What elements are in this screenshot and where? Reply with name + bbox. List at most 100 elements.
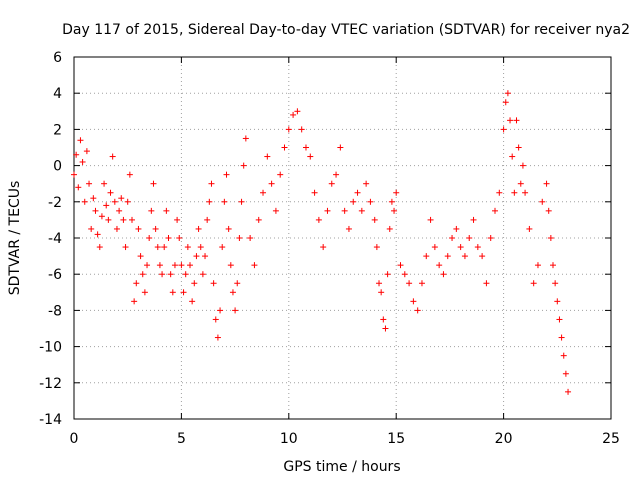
data-point [260,189,267,196]
data-point [90,195,97,202]
data-point [558,334,565,341]
data-point [148,207,155,214]
data-point [101,180,108,187]
data-point [135,225,142,232]
data-point [431,244,438,251]
data-point [530,280,537,287]
data-point [354,189,361,196]
data-point [193,253,200,260]
data-point [414,307,421,314]
data-point [507,117,514,124]
data-point [307,153,314,160]
x-tick-label: 0 [70,431,79,447]
data-point [298,126,305,133]
data-point [436,262,443,269]
data-point [212,316,219,323]
data-point [238,198,245,205]
data-point [210,280,217,287]
data-point [333,171,340,178]
data-point [217,307,224,314]
data-point [197,244,204,251]
data-point [311,189,318,196]
data-point [423,253,430,260]
data-point [470,216,477,223]
x-axis-label: GPS time / hours [283,459,400,475]
data-point [92,207,99,214]
y-tick-label: -6 [48,267,62,283]
data-point [161,244,168,251]
data-point [144,262,151,269]
data-point [449,235,456,241]
chart-title: Day 117 of 2015, Sidereal Day-to-day VTE… [62,22,630,38]
data-point [71,171,77,178]
data-point [543,180,550,187]
data-point [457,244,464,251]
data-point [328,180,335,187]
x-tick-label: 25 [602,431,620,447]
data-point [79,158,86,165]
data-point [509,153,516,160]
data-point [388,198,395,205]
data-point [227,262,234,269]
data-point [81,198,88,205]
data-point [479,253,486,260]
grid-lines [74,57,611,419]
data-point [376,280,383,287]
data-point [492,207,499,214]
data-point [410,298,417,305]
data-point [526,225,533,232]
data-point [504,90,511,97]
axis-ticks: 0 5 10 15 20 25 -14 -12 -10 -8 -6 -4 -2 0 2 4 6 [39,50,620,447]
data-point [137,253,144,260]
data-point [178,262,185,269]
data-point [547,235,554,241]
data-point [290,111,297,118]
data-point [401,271,408,278]
data-point [86,180,93,187]
data-point [182,271,189,278]
data-point [251,262,258,269]
data-point [113,225,120,232]
data-point [225,225,232,232]
data-point [358,207,365,214]
data-point [180,289,187,296]
data-point [277,171,284,178]
y-tick-label: 0 [53,159,62,175]
data-point [199,271,206,278]
data-point [139,271,146,278]
data-point [483,280,490,287]
data-point [191,280,198,287]
data-point [554,298,561,305]
y-tick-label: 4 [53,86,62,102]
data-point [272,207,279,214]
data-point [150,180,157,187]
data-point [384,271,391,278]
y-tick-label: -4 [48,231,62,247]
data-point [176,235,183,241]
data-point [545,207,552,214]
data-point [221,198,228,205]
data-point [88,225,95,232]
data-point [363,180,370,187]
data-point [461,253,468,260]
data-point [109,153,116,160]
data-point [122,244,129,251]
data-point [103,202,110,209]
data-point [236,235,243,241]
data-point [105,216,112,223]
x-tick-label: 20 [495,431,513,447]
y-tick-label: 6 [53,50,62,66]
data-points [71,90,572,395]
data-point [165,235,172,241]
data-point [131,298,138,305]
data-point [466,235,473,241]
data-point [345,225,352,232]
data-point [427,216,434,223]
data-point [380,316,387,323]
data-point [302,144,309,151]
y-tick-label: -12 [39,376,62,392]
data-point [111,198,118,205]
data-point [315,216,322,223]
y-tick-label: -14 [39,412,62,428]
